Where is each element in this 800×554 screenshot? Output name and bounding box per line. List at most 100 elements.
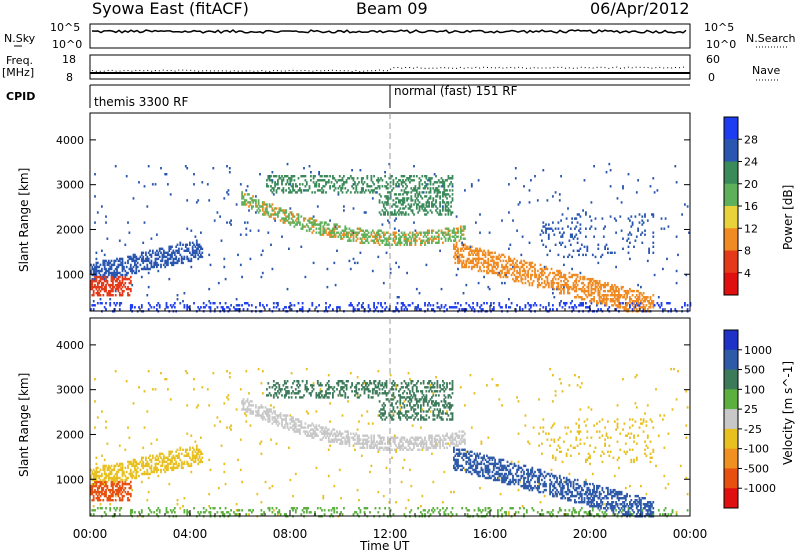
range-gate-cell — [630, 289, 633, 293]
range-gate-cell — [638, 292, 641, 295]
range-gate-cell — [572, 237, 575, 240]
range-gate-cell — [411, 179, 414, 182]
range-gate-cell — [272, 306, 275, 309]
range-gate-cell — [278, 384, 281, 387]
range-gate-cell — [528, 267, 531, 271]
range-gate-cell — [289, 414, 292, 417]
range-gate-cell — [384, 207, 386, 210]
range-gate-cell — [349, 267, 352, 271]
range-gate-cell — [171, 511, 173, 514]
range-gate-cell — [113, 273, 116, 277]
range-gate-cell — [396, 296, 399, 299]
range-gate-cell — [189, 464, 191, 468]
range-gate-cell — [362, 446, 364, 449]
range-gate-cell — [154, 261, 157, 265]
range-gate-cell — [169, 253, 172, 257]
range-gate-cell — [197, 450, 200, 453]
range-gate-cell — [442, 231, 444, 234]
range-gate-cell — [193, 460, 195, 464]
range-gate-cell — [418, 193, 421, 196]
range-gate-cell — [505, 273, 507, 277]
range-gate-cell — [314, 434, 316, 437]
range-gate-cell — [468, 304, 470, 307]
range-gate-cell — [102, 499, 105, 502]
range-gate-cell — [439, 209, 441, 212]
range-gate-cell — [457, 261, 459, 265]
range-gate-cell — [378, 382, 381, 385]
range-gate-cell — [402, 185, 404, 188]
range-gate-cell — [278, 177, 281, 180]
range-gate-cell — [343, 175, 345, 178]
range-gate-cell — [292, 390, 294, 393]
range-gate-cell — [395, 197, 397, 200]
range-gate-cell — [117, 468, 120, 472]
range-gate-cell — [191, 458, 194, 462]
range-gate-cell — [142, 446, 145, 449]
range-gate-cell — [389, 211, 392, 214]
range-gate-cell — [358, 231, 360, 234]
range-gate-cell — [589, 294, 591, 297]
range-gate-cell — [356, 261, 359, 265]
range-gate-cell — [106, 261, 109, 265]
range-gate-cell — [206, 183, 209, 186]
range-gate-cell — [172, 249, 175, 252]
range-gate-cell — [193, 302, 195, 305]
range-gate-cell — [473, 308, 476, 311]
range-gate-cell — [377, 241, 380, 244]
range-gate-cell — [373, 446, 375, 449]
range-gate-cell — [367, 396, 370, 399]
range-gate-cell — [574, 296, 576, 299]
range-gate-cell — [160, 265, 162, 269]
range-gate-cell — [149, 458, 151, 462]
range-gate-cell — [616, 294, 619, 297]
range-gate-cell — [294, 424, 297, 427]
range-gate-cell — [292, 185, 294, 188]
range-gate-cell — [514, 279, 517, 283]
range-gate-cell — [123, 289, 125, 293]
range-gate-cell — [362, 386, 364, 389]
range-gate-cell — [275, 420, 278, 423]
range-gate-cell — [354, 183, 356, 186]
range-gate-cell — [442, 179, 444, 182]
range-gate-cell — [351, 185, 353, 188]
range-gate-cell — [384, 195, 386, 198]
range-gate-cell — [293, 215, 296, 218]
range-gate-cell — [351, 177, 353, 180]
range-gate-cell — [95, 292, 98, 295]
range-gate-cell — [578, 287, 580, 291]
range-gate-cell — [297, 428, 300, 431]
range-gate-cell — [488, 287, 491, 291]
range-gate-cell — [605, 302, 608, 305]
range-gate-cell — [421, 207, 424, 210]
range-gate-cell — [131, 511, 134, 514]
range-gate-cell — [290, 217, 293, 220]
range-gate-cell — [338, 438, 341, 441]
range-gate-cell — [98, 287, 101, 291]
range-gate-cell — [377, 239, 380, 242]
range-gate-cell — [615, 265, 617, 269]
range-gate-cell — [415, 308, 418, 311]
range-gate-cell — [385, 306, 388, 309]
range-gate-cell — [256, 205, 259, 208]
range-gate-cell — [92, 494, 95, 498]
range-gate-cell — [245, 233, 248, 236]
range-gate-cell — [546, 281, 549, 285]
range-gate-cell — [374, 233, 377, 236]
range-gate-cell — [107, 267, 110, 271]
range-gate-cell — [392, 203, 395, 206]
range-gate-cell — [244, 193, 246, 196]
range-gate-cell — [173, 302, 176, 305]
range-gate-cell — [626, 302, 628, 305]
range-gate-cell — [237, 308, 239, 311]
range-gate-cell — [307, 412, 309, 415]
range-gate-cell — [297, 430, 300, 433]
range-gate-cell — [92, 490, 95, 494]
range-gate-cell — [646, 219, 649, 222]
range-gate-cell — [498, 273, 501, 277]
range-gate-cell — [300, 227, 303, 230]
range-gate-cell — [153, 265, 156, 269]
range-gate-cell — [213, 424, 216, 427]
range-gate-cell — [297, 392, 300, 395]
range-gate-cell — [293, 304, 296, 307]
range-gate-cell — [509, 257, 512, 261]
